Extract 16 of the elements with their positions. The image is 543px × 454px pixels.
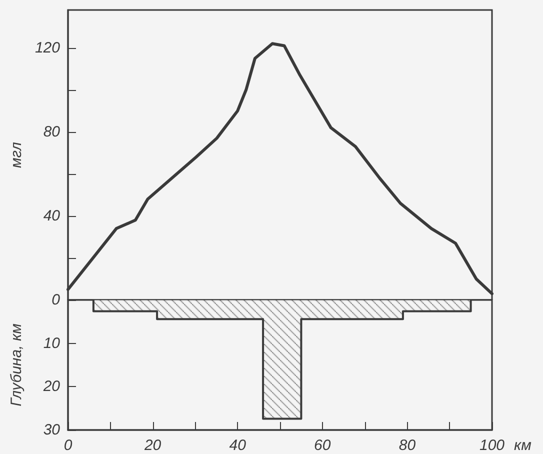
x-tick-label: 0 [64,437,73,454]
x-tick-label: 60 [314,437,332,454]
x-tick-label: 80 [398,437,416,454]
y-tick-label: 40 [43,207,61,224]
x-tick-label: 100 [479,437,506,454]
y-tick-label: 120 [34,39,61,56]
y-tick-label: 10 [43,334,61,352]
x-tick-label: 40 [229,437,247,454]
y-tick-label: 80 [43,123,61,140]
x-tick-label: 20 [143,437,162,454]
y-tick-label: 0 [52,292,61,308]
y-tick-label: 30 [43,422,61,438]
y-axis-title: Глубина, км [8,324,25,406]
y-axis-title: мгл [8,141,25,168]
y-tick-label: 20 [42,378,61,396]
x-axis-title: км [514,437,532,454]
